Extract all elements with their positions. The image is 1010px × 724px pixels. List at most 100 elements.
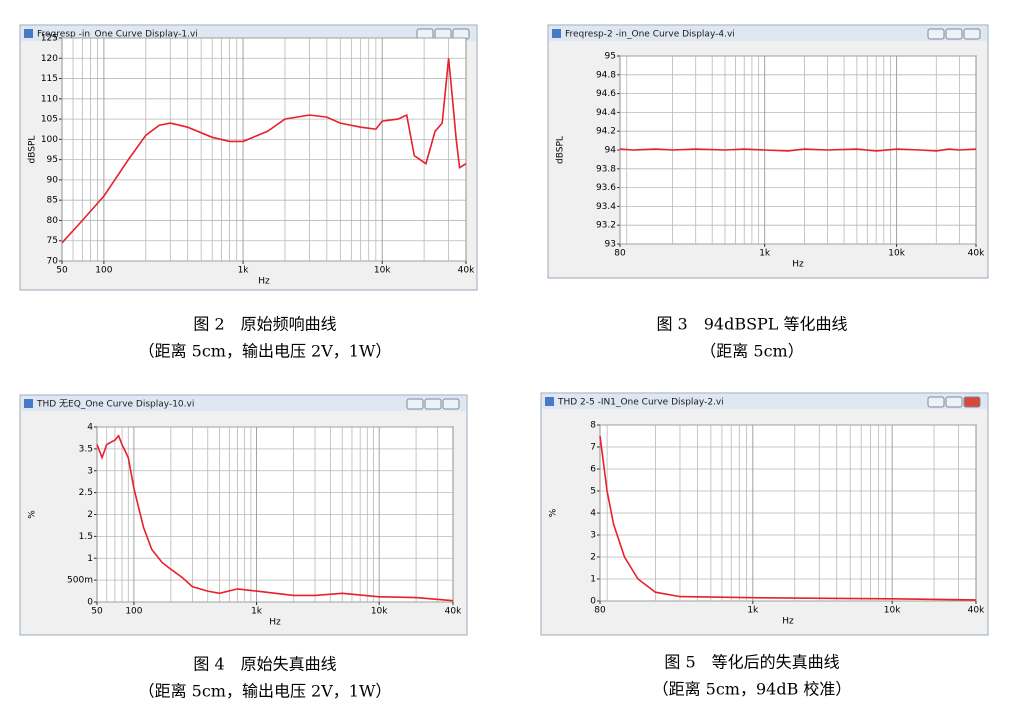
window-button: [927, 28, 945, 40]
x-tick-label: 10k: [374, 266, 391, 276]
y-tick-label: 93.8: [596, 164, 616, 174]
x-axis-label: Hz: [258, 277, 270, 287]
y-tick-label: 115: [41, 74, 58, 84]
curve: [96, 434, 454, 602]
title-bar: [549, 26, 987, 41]
x-tick-label: 1k: [759, 249, 771, 259]
y-axis-label: %: [28, 510, 38, 519]
window-icon: [24, 29, 33, 38]
curve: [599, 435, 977, 601]
y-tick-label: 4: [590, 509, 596, 519]
caption: 图 2 原始频响曲线: [193, 315, 336, 334]
y-tick-label: 1: [590, 575, 596, 585]
y-tick-label: 2.5: [79, 488, 93, 498]
subcaption: （距离 5cm，输出电压 2V，1W）: [139, 682, 392, 701]
window-title: Freqresp -in_One Curve Display-1.vi: [37, 30, 198, 40]
window-button: [963, 396, 981, 408]
y-tick-label: 70: [47, 257, 59, 267]
y-tick-label: 1: [87, 554, 93, 564]
y-tick-label: 93.2: [596, 221, 616, 231]
y-tick-label: 94: [605, 146, 617, 156]
y-tick-label: 90: [47, 175, 59, 185]
y-tick-label: 7: [590, 443, 596, 453]
y-tick-label: 2: [590, 553, 596, 563]
window-button: [406, 398, 424, 410]
x-tick-label: 10k: [884, 606, 901, 616]
window-title: Freqresp-2 -in_One Curve Display-4.vi: [565, 30, 735, 40]
y-axis-label: %: [549, 508, 559, 517]
y-tick-label: 3: [590, 531, 596, 541]
x-tick-label: 1k: [238, 266, 250, 276]
y-tick-label: 93.6: [596, 183, 616, 193]
window-button: [945, 396, 963, 408]
y-tick-label: 93.4: [596, 202, 616, 212]
y-tick-label: 85: [47, 196, 58, 206]
caption: 图 4 原始失真曲线: [193, 655, 336, 674]
y-tick-label: 100: [41, 135, 58, 145]
caption: 图 3 94dBSPL 等化曲线: [656, 315, 847, 334]
window-icon: [552, 29, 561, 38]
subcaption: （距离 5cm，94dB 校准）: [653, 680, 852, 699]
x-tick-label: 40k: [458, 266, 475, 276]
window-button: [927, 396, 945, 408]
y-tick-label: 105: [41, 115, 58, 125]
y-axis-label: dBSPL: [556, 136, 566, 164]
y-tick-label: 94.6: [596, 89, 616, 99]
y-tick-label: 1.5: [79, 532, 93, 542]
y-tick-label: 80: [47, 216, 59, 226]
window-button: [442, 398, 460, 410]
x-axis-label: Hz: [792, 260, 804, 270]
y-tick-label: 3.5: [79, 444, 93, 454]
x-axis-label: Hz: [782, 617, 794, 627]
window-button: [424, 398, 442, 410]
y-tick-label: 6: [590, 465, 596, 475]
window-title: THD 无EQ_One Curve Display-10.vi: [36, 399, 194, 410]
x-tick-label: 1k: [251, 607, 263, 617]
y-tick-label: 93: [605, 240, 616, 250]
x-tick-label: 80: [594, 606, 606, 616]
x-tick-label: 1k: [747, 606, 759, 616]
caption: 图 5 等化后的失真曲线: [664, 653, 839, 672]
x-tick-label: 10k: [371, 607, 388, 617]
curve: [61, 58, 467, 244]
y-tick-label: 5: [590, 487, 596, 497]
y-tick-label: 95: [605, 52, 616, 62]
y-tick-label: 3: [87, 466, 93, 476]
y-tick-label: 500m: [67, 576, 93, 586]
title-bar: [542, 394, 987, 409]
y-tick-label: 125: [41, 34, 58, 44]
window-title: THD 2-5 -IN1_One Curve Display-2.vi: [557, 398, 724, 408]
x-tick-label: 50: [56, 266, 68, 276]
title-bar: [21, 396, 466, 411]
y-tick-label: 110: [41, 94, 58, 104]
x-tick-label: 100: [95, 266, 112, 276]
x-tick-label: 50: [91, 607, 103, 617]
y-tick-label: 94.4: [596, 108, 616, 118]
curve: [619, 148, 977, 152]
y-tick-label: 8: [590, 421, 596, 431]
y-tick-label: 94.2: [596, 127, 616, 137]
subcaption: （距离 5cm，输出电压 2V，1W）: [139, 342, 392, 361]
y-tick-label: 95: [47, 155, 58, 165]
y-tick-label: 75: [47, 236, 58, 246]
y-tick-label: 4: [87, 423, 93, 433]
subcaption: （距离 5cm）: [700, 342, 803, 361]
x-axis-label: Hz: [269, 618, 281, 628]
x-tick-label: 80: [614, 249, 626, 259]
window-button: [963, 28, 981, 40]
plot-area: [61, 37, 467, 262]
window-button: [945, 28, 963, 40]
x-tick-label: 40k: [445, 607, 462, 617]
x-tick-label: 100: [125, 607, 142, 617]
y-tick-label: 0: [590, 597, 596, 607]
x-tick-label: 40k: [968, 249, 985, 259]
y-tick-label: 94.8: [596, 70, 616, 80]
y-axis-label: dBSPL: [28, 136, 38, 164]
y-tick-label: 120: [41, 54, 58, 64]
window-icon: [24, 399, 33, 408]
x-tick-label: 10k: [888, 249, 905, 259]
y-tick-label: 2: [87, 510, 93, 520]
window-icon: [545, 397, 554, 406]
x-tick-label: 40k: [968, 606, 985, 616]
